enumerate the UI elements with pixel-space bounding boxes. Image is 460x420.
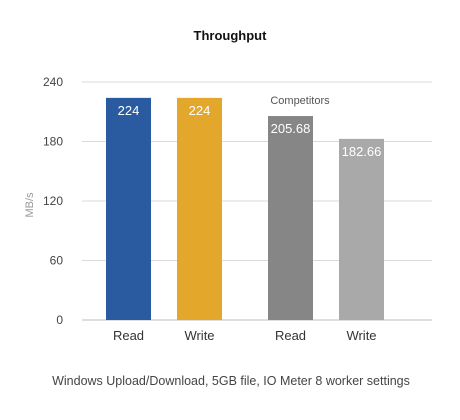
bars: 224 224 205.68 182.66 [106,97,384,320]
y-tick-label: 0 [56,313,63,327]
bar-value-label: 182.66 [342,144,382,159]
chart-title: Throughput [194,28,268,43]
competitors-annotation: Competitors [270,95,330,107]
x-category-label: Write [184,328,214,343]
x-category-label: Read [275,328,306,343]
bar-value-label: 224 [118,103,140,118]
bar [339,138,384,320]
bar [106,97,151,320]
y-tick-label: 120 [43,194,63,208]
bar-value-label: 205.68 [271,121,311,136]
x-axis-labels: Read Write Read Write [113,328,377,343]
bar [177,97,222,320]
y-axis-label: MB/s [24,192,36,218]
x-category-label: Read [113,328,144,343]
chart-caption: Windows Upload/Download, 5GB file, IO Me… [52,374,410,388]
bar [268,116,313,320]
bar-value-label: 224 [189,103,211,118]
y-tick-label: 180 [43,135,63,149]
y-axis-ticks: 0 60 120 180 240 [43,75,63,327]
x-category-label: Write [346,328,376,343]
y-tick-label: 240 [43,75,63,89]
y-tick-label: 60 [50,254,64,268]
